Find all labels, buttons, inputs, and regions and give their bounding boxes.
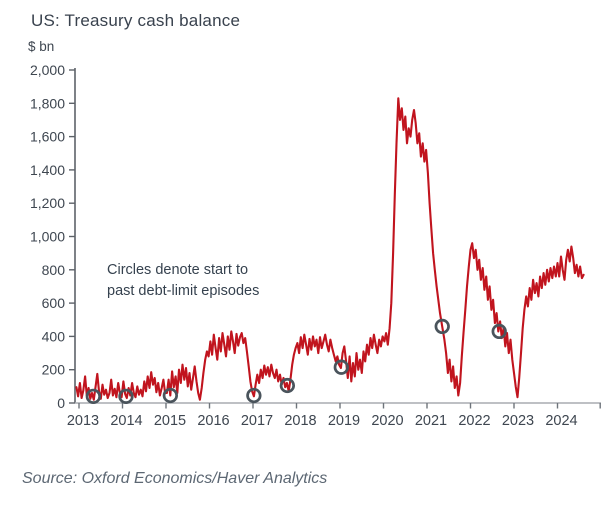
svg-text:2021: 2021 <box>415 413 447 429</box>
svg-text:2018: 2018 <box>284 413 316 429</box>
svg-text:2015: 2015 <box>154 413 186 429</box>
svg-text:2013: 2013 <box>67 413 99 429</box>
page-title: US: Treasury cash balance <box>31 11 241 30</box>
svg-text:2,000: 2,000 <box>30 62 65 78</box>
svg-text:200: 200 <box>42 362 66 378</box>
svg-text:0: 0 <box>57 395 65 411</box>
annotation-line-2: past debt-limit episodes <box>107 283 260 300</box>
svg-text:600: 600 <box>42 295 66 311</box>
svg-text:1,000: 1,000 <box>30 229 65 245</box>
svg-text:2017: 2017 <box>241 413 273 429</box>
annotation-note: Circles denote start to past debt-limit … <box>107 260 259 302</box>
svg-text:2023: 2023 <box>502 413 534 429</box>
svg-text:2016: 2016 <box>197 413 229 429</box>
svg-text:1,600: 1,600 <box>30 129 65 145</box>
svg-text:800: 800 <box>42 262 66 278</box>
svg-text:1,400: 1,400 <box>30 162 65 178</box>
svg-text:2024: 2024 <box>545 413 577 429</box>
svg-text:2019: 2019 <box>328 413 360 429</box>
svg-text:2020: 2020 <box>371 413 403 429</box>
svg-text:1,200: 1,200 <box>30 195 65 211</box>
svg-text:2014: 2014 <box>110 413 142 429</box>
svg-text:400: 400 <box>42 328 66 344</box>
svg-text:2022: 2022 <box>458 413 490 429</box>
y-axis-unit-label: $ bn <box>28 39 55 54</box>
svg-text:1,800: 1,800 <box>30 95 65 111</box>
source-caption: Source: Oxford Economics/Haver Analytics <box>22 470 328 487</box>
annotation-line-1: Circles denote start to <box>107 262 249 278</box>
